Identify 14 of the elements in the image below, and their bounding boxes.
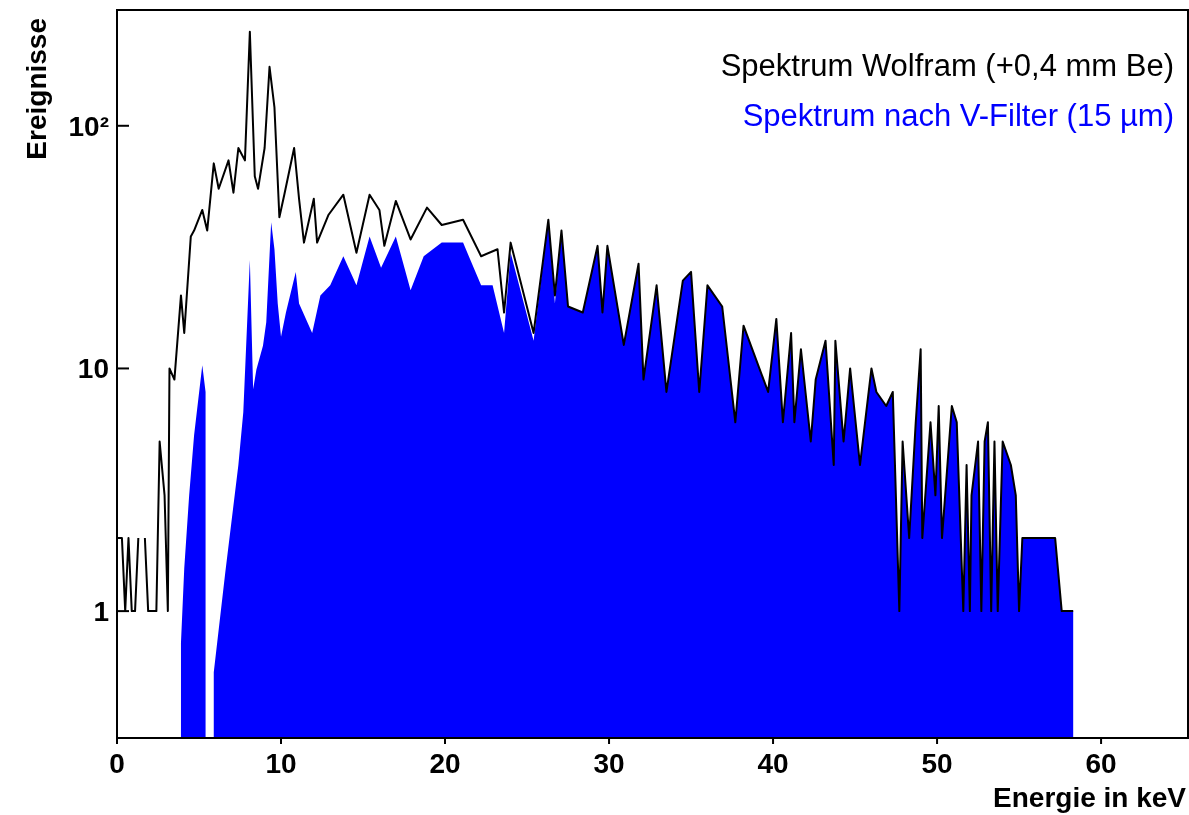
text: Spektrum nach V-Filter (15 µm) [742,98,1174,133]
x-tick-label: 0 [109,748,125,779]
x-tick-label: 50 [921,748,953,779]
text: Spektrum Wolfram (+0,4 mm Be) [720,48,1174,83]
y-tick-label: 1 [93,596,109,628]
y-tick-label: 10 [77,353,109,385]
x-tick-label: 10 [265,748,297,779]
y-axis-title: Ereignisse [21,18,52,160]
x-axis-title: Energie in keV [993,782,1187,813]
x-tick-label: 20 [429,748,461,779]
x-tick-label: 60 [1085,748,1117,779]
y-tick-label: 10² [68,110,109,142]
x-tick-label: 40 [757,748,789,779]
x-tick-label: 30 [593,748,625,779]
